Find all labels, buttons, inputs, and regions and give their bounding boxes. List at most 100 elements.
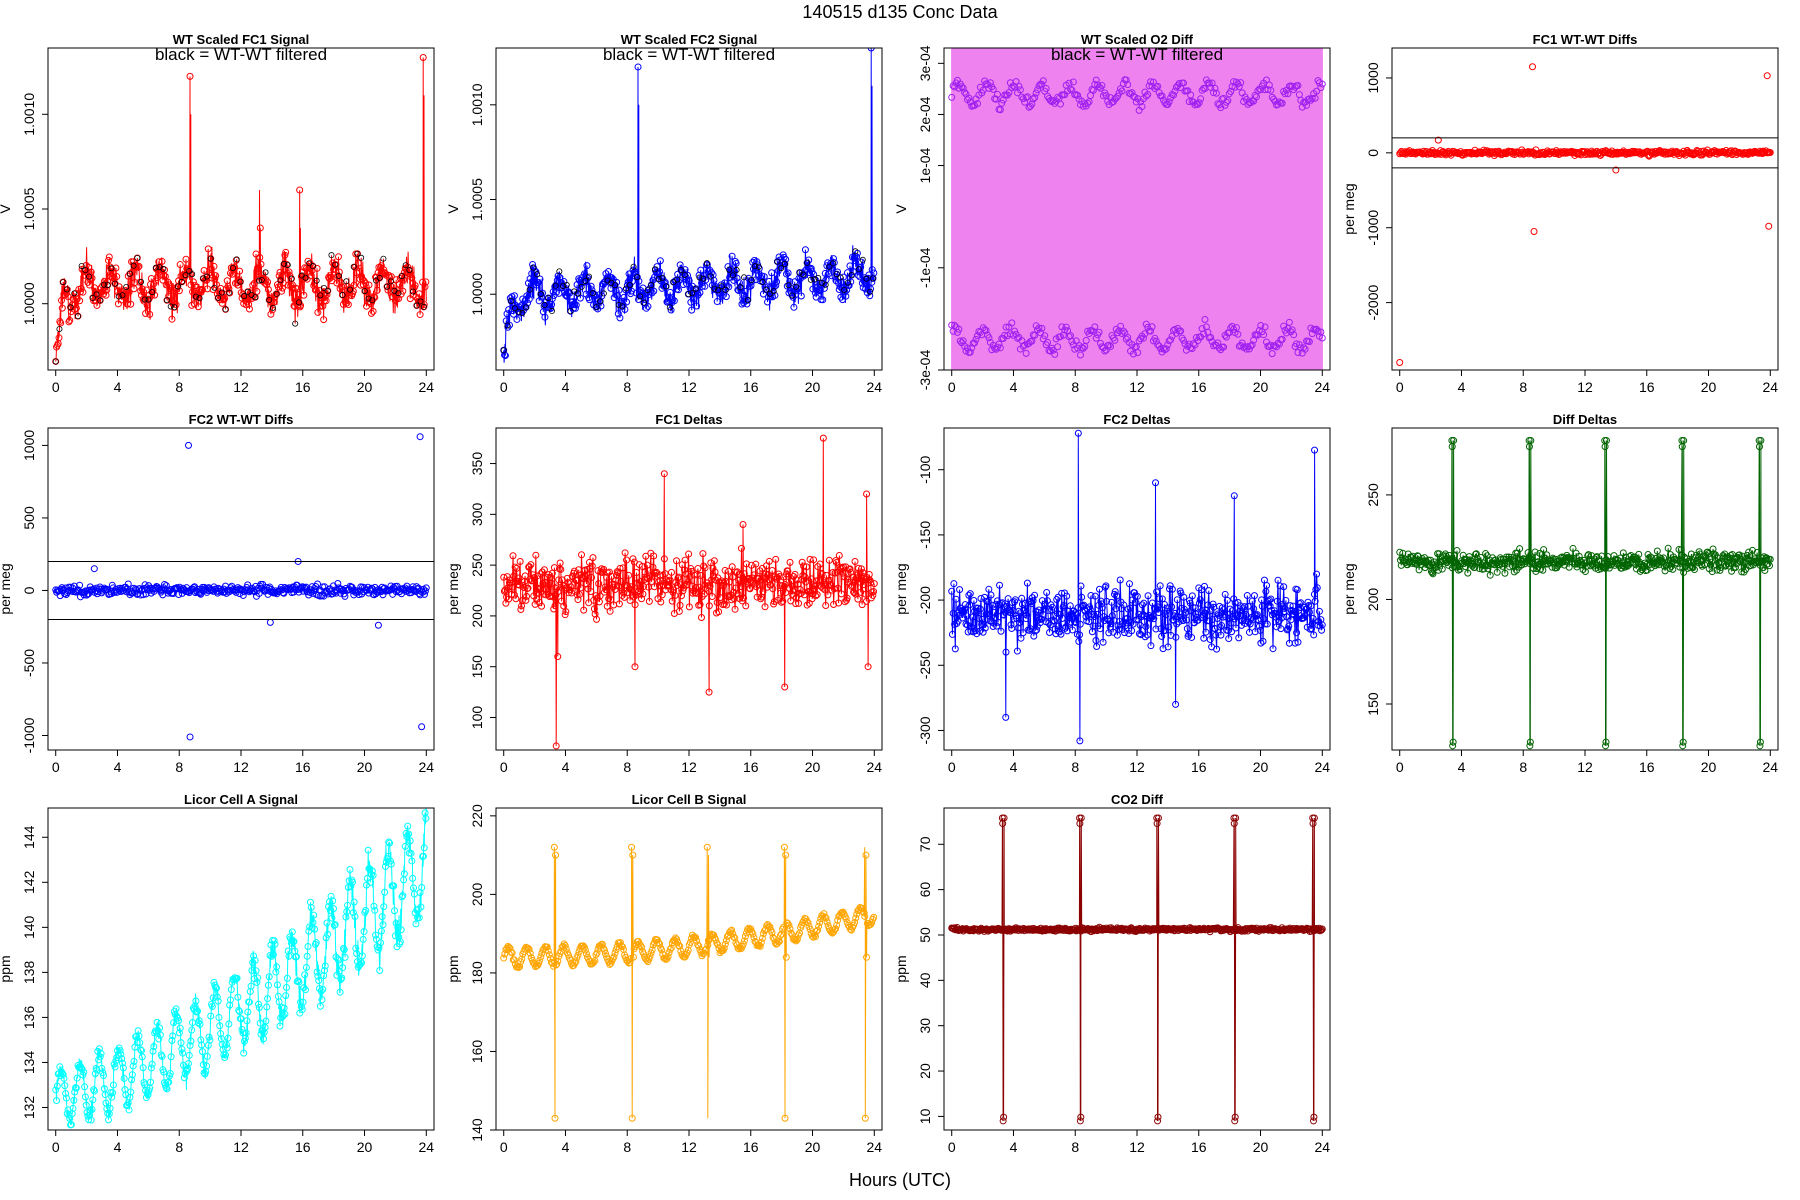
filtered-point (848, 272, 855, 279)
data-point (1049, 346, 1057, 354)
data-point (1228, 628, 1236, 636)
data-point (339, 944, 347, 952)
data-point (285, 952, 293, 960)
filtered-point (258, 276, 265, 283)
filtered-point (789, 292, 796, 299)
data-point (1443, 149, 1451, 157)
data-point (274, 283, 282, 291)
data-point (628, 591, 636, 599)
data-point (323, 919, 331, 927)
data-point (118, 1059, 126, 1067)
data-point (1434, 136, 1442, 144)
data-point (1051, 350, 1059, 358)
data-point (1225, 635, 1233, 643)
data-point (1162, 345, 1170, 353)
data-point (1318, 334, 1326, 342)
data-point (87, 1116, 95, 1124)
panel-p1: WT Scaled FC1 SignalV048121620241.00001.… (0, 32, 435, 395)
data-point (527, 561, 535, 569)
data-point (348, 878, 356, 886)
data-point (729, 573, 737, 581)
x-tick-label: 4 (562, 759, 570, 775)
data-point (966, 601, 974, 609)
data-point (292, 953, 300, 961)
data-point (219, 1045, 227, 1053)
filtered-point (589, 290, 596, 297)
data-point (816, 286, 824, 294)
data-point (161, 272, 169, 280)
data-point (1115, 625, 1123, 633)
data-point (816, 560, 824, 568)
y-tick-label: 200 (1365, 588, 1381, 612)
filtered-point (534, 271, 541, 278)
filtered-point (844, 279, 851, 286)
data-point (620, 593, 628, 601)
data-point (956, 586, 964, 594)
panel-title: WT Scaled FC1 Signal (173, 32, 310, 47)
data-point (572, 958, 580, 966)
data-point (1038, 597, 1046, 605)
panels: WT Scaled FC1 SignalV048121620241.00001.… (0, 32, 1779, 1155)
data-point (545, 951, 553, 959)
data-point (752, 560, 760, 568)
data-point (263, 1003, 271, 1011)
data-point (86, 1107, 94, 1115)
filtered-point (552, 282, 559, 289)
data-point (1438, 565, 1446, 573)
data-point (1031, 591, 1039, 599)
data-point (380, 903, 388, 911)
data-point (390, 882, 398, 890)
data-point (137, 1046, 145, 1054)
data-point (1192, 334, 1200, 342)
data-point (149, 1047, 157, 1055)
data-point (702, 276, 710, 284)
x-tick-label: 20 (357, 379, 373, 395)
data-point (252, 967, 260, 975)
data-point (420, 844, 428, 852)
data-point (514, 963, 522, 971)
data-point (515, 964, 523, 972)
filtered-point (796, 269, 803, 276)
x-tick-label: 12 (681, 759, 697, 775)
data-point (772, 282, 780, 290)
data-point (148, 1060, 156, 1068)
data-point (1225, 614, 1233, 622)
panel-title: Licor Cell A Signal (184, 792, 298, 807)
data-point (769, 585, 777, 593)
data-point (737, 544, 745, 552)
data-point (677, 266, 685, 274)
data-point (1145, 614, 1153, 622)
data-point (331, 921, 339, 929)
data-point (996, 344, 1004, 352)
data-point (109, 1089, 117, 1097)
data-point (700, 272, 708, 280)
plot-area (500, 48, 878, 363)
data-point (1309, 614, 1317, 622)
y-tick-label: -3e-04 (917, 350, 933, 391)
data-point (1048, 603, 1056, 611)
data-point (272, 968, 280, 976)
data-point (1567, 554, 1575, 562)
data-point (235, 1006, 243, 1014)
x-tick-label: 4 (562, 379, 570, 395)
data-point (330, 921, 338, 929)
data-point (58, 304, 66, 312)
data-point (681, 556, 689, 564)
filtered-point (309, 263, 316, 270)
data-point (1317, 84, 1325, 92)
data-point (191, 282, 199, 290)
data-point (635, 277, 643, 285)
data-point (371, 906, 379, 914)
data-point (819, 296, 827, 304)
data-point (367, 878, 375, 886)
data-point (199, 1061, 207, 1069)
data-point (629, 953, 637, 961)
data-point (631, 601, 639, 609)
data-point (307, 903, 315, 911)
filtered-point (417, 298, 424, 305)
filtered-point (410, 288, 417, 295)
data-point (1412, 556, 1420, 564)
data-point (86, 275, 94, 283)
data-point (630, 593, 638, 601)
data-point (730, 595, 738, 603)
